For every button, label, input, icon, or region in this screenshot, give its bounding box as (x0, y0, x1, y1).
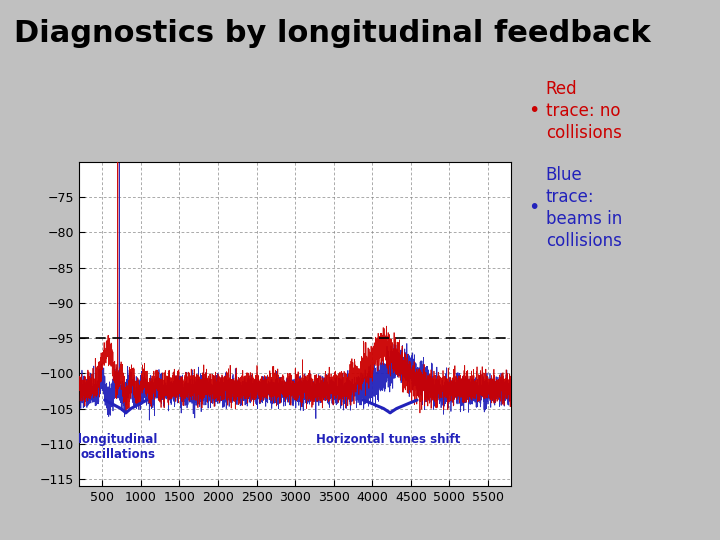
Text: Blue
trace:
beams in
collisions: Blue trace: beams in collisions (546, 166, 622, 250)
Text: •: • (528, 101, 540, 120)
Text: •: • (528, 198, 540, 218)
Text: longitudinal
oscillations: longitudinal oscillations (78, 433, 158, 461)
Text: Red
trace: no
collisions: Red trace: no collisions (546, 79, 621, 142)
Text: Horizontal tunes shift: Horizontal tunes shift (315, 433, 460, 446)
Text: Diagnostics by longitudinal feedback: Diagnostics by longitudinal feedback (14, 19, 651, 48)
